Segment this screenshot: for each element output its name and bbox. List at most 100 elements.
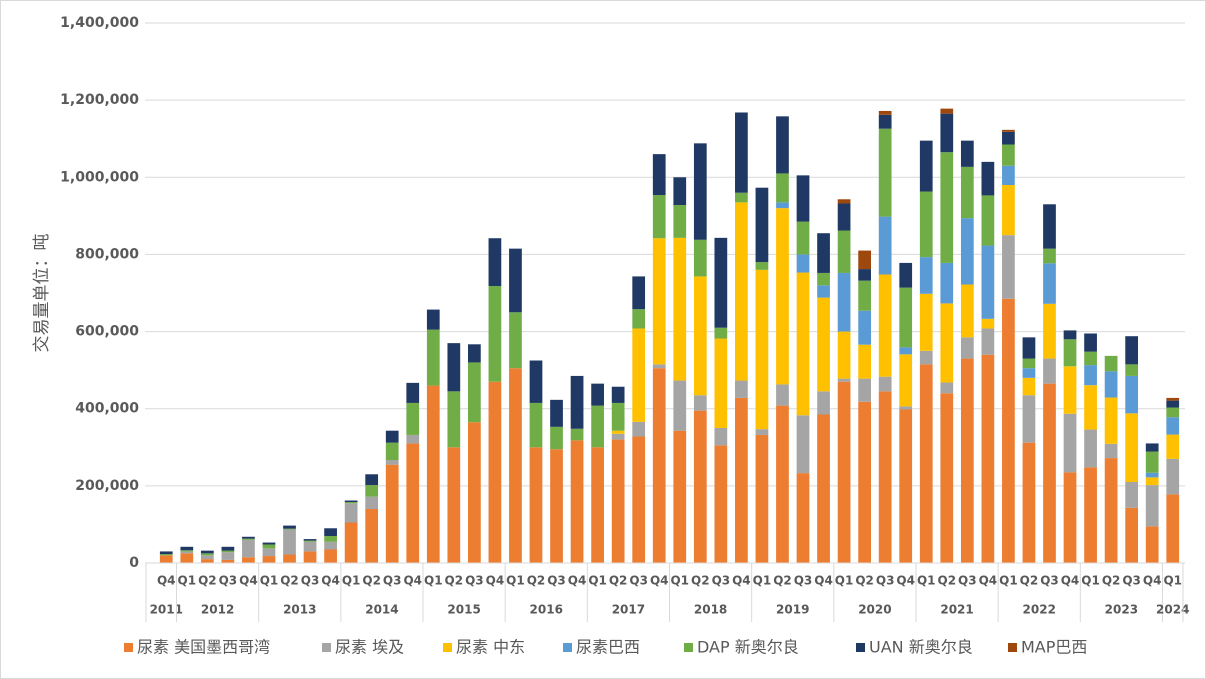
bar-segment <box>981 161 995 196</box>
x-tick-label: Q4 <box>157 574 176 588</box>
bar-segment <box>652 195 666 239</box>
x-tick-label: Q2 <box>280 574 299 588</box>
x-tick-label: Q4 <box>979 574 998 588</box>
bar-segment <box>550 399 563 427</box>
bar-segment <box>283 525 296 529</box>
bar-segment <box>591 383 604 406</box>
x-tick-label: Q4 <box>732 574 751 588</box>
x-tick-label: Q2 <box>773 574 792 588</box>
bar-segment <box>837 378 851 382</box>
bar-segment <box>324 541 337 550</box>
year-label: 2013 <box>283 603 316 617</box>
year-label: 2014 <box>365 603 398 617</box>
year-label: 2023 <box>1105 603 1138 617</box>
x-tick-label: Q4 <box>650 574 669 588</box>
x-tick-label: Q3 <box>629 574 648 588</box>
bar-segment <box>858 310 871 345</box>
bar-segment <box>858 401 871 563</box>
bar-segment <box>591 447 604 563</box>
x-tick-label: Q1 <box>588 574 607 588</box>
bar-segment <box>385 442 399 461</box>
bar-segment <box>180 553 194 563</box>
x-tick-label: Q3 <box>301 574 320 588</box>
bar-segment <box>365 474 379 486</box>
bar-segment <box>919 364 933 563</box>
legend-swatch <box>322 643 331 652</box>
bar-segment <box>858 280 871 311</box>
bar-segment <box>693 395 707 411</box>
year-label: 2022 <box>1023 603 1056 617</box>
bar-segment <box>1145 477 1159 486</box>
x-tick-label: Q2 <box>691 574 710 588</box>
bar-segment <box>1166 434 1180 459</box>
bar-segment <box>365 509 379 563</box>
x-tick-label: Q4 <box>321 574 340 588</box>
bar-segment <box>632 421 646 437</box>
bar-segment <box>344 500 358 503</box>
bar-segment <box>735 192 748 203</box>
bar-segment <box>1125 507 1139 563</box>
bar-segment <box>1125 364 1139 376</box>
bar-segment <box>324 536 337 542</box>
bar-segment <box>1104 458 1118 563</box>
year-label: 2021 <box>940 603 973 617</box>
bar-segment <box>632 276 646 310</box>
legend-swatch <box>563 643 572 652</box>
x-tick-label: Q2 <box>527 574 546 588</box>
bar-segment <box>673 380 687 431</box>
bar-segment <box>303 541 317 552</box>
x-tick-label: Q1 <box>342 574 361 588</box>
bar-segment <box>652 154 666 196</box>
year-label: 2012 <box>201 603 234 617</box>
x-tick-label: Q2 <box>362 574 381 588</box>
bar-segment <box>283 554 296 563</box>
x-tick-label: Q1 <box>999 574 1018 588</box>
bar-segment <box>570 375 584 429</box>
x-tick-label: Q1 <box>178 574 197 588</box>
bar-segment <box>509 368 522 563</box>
bar-segment <box>960 218 974 285</box>
bar-segment <box>1104 397 1118 444</box>
x-tick-label: Q4 <box>486 574 505 588</box>
bar-segment <box>447 391 461 448</box>
year-label: 2020 <box>858 603 891 617</box>
bar-segment <box>817 414 830 563</box>
bar-segment <box>919 257 933 294</box>
bar-segment <box>878 114 892 129</box>
bar-segment <box>960 337 974 359</box>
bar-segment <box>899 262 913 288</box>
bar-segment <box>221 546 235 551</box>
legend-label: 尿素 美国墨西哥湾 <box>137 638 270 657</box>
legend-swatch <box>124 643 133 652</box>
bar-segment <box>981 245 995 319</box>
bar-segment <box>1166 417 1180 435</box>
bar-segment <box>755 187 769 263</box>
bar-segment <box>509 248 522 313</box>
bar-segment <box>858 250 871 270</box>
bar-segment <box>776 116 789 174</box>
bar-segment <box>714 327 728 339</box>
bar-segment <box>1084 333 1097 352</box>
bar-segment <box>817 272 830 286</box>
bar-segment <box>550 426 563 450</box>
bar-segment <box>611 402 625 431</box>
year-label: 2016 <box>530 603 563 617</box>
year-label: 2024 <box>1156 603 1189 617</box>
x-tick-label: Q1 <box>1163 574 1182 588</box>
x-tick-label: Q3 <box>958 574 977 588</box>
bar-segment <box>262 544 276 549</box>
bar-segment <box>755 434 769 563</box>
legend-label: 尿素巴西 <box>576 638 640 657</box>
bar-segment <box>1166 407 1180 418</box>
x-tick-label: Q3 <box>383 574 402 588</box>
bar-segment <box>981 318 995 329</box>
bar-segment <box>899 347 913 355</box>
bar-segment <box>365 496 379 509</box>
bar-segment <box>1063 413 1077 473</box>
bar-segment <box>837 199 851 204</box>
legend-swatch <box>1008 643 1017 652</box>
bar-segment <box>817 391 830 415</box>
x-tick-label: Q1 <box>260 574 279 588</box>
bar-segment <box>673 237 687 381</box>
bar-segment <box>529 402 543 448</box>
